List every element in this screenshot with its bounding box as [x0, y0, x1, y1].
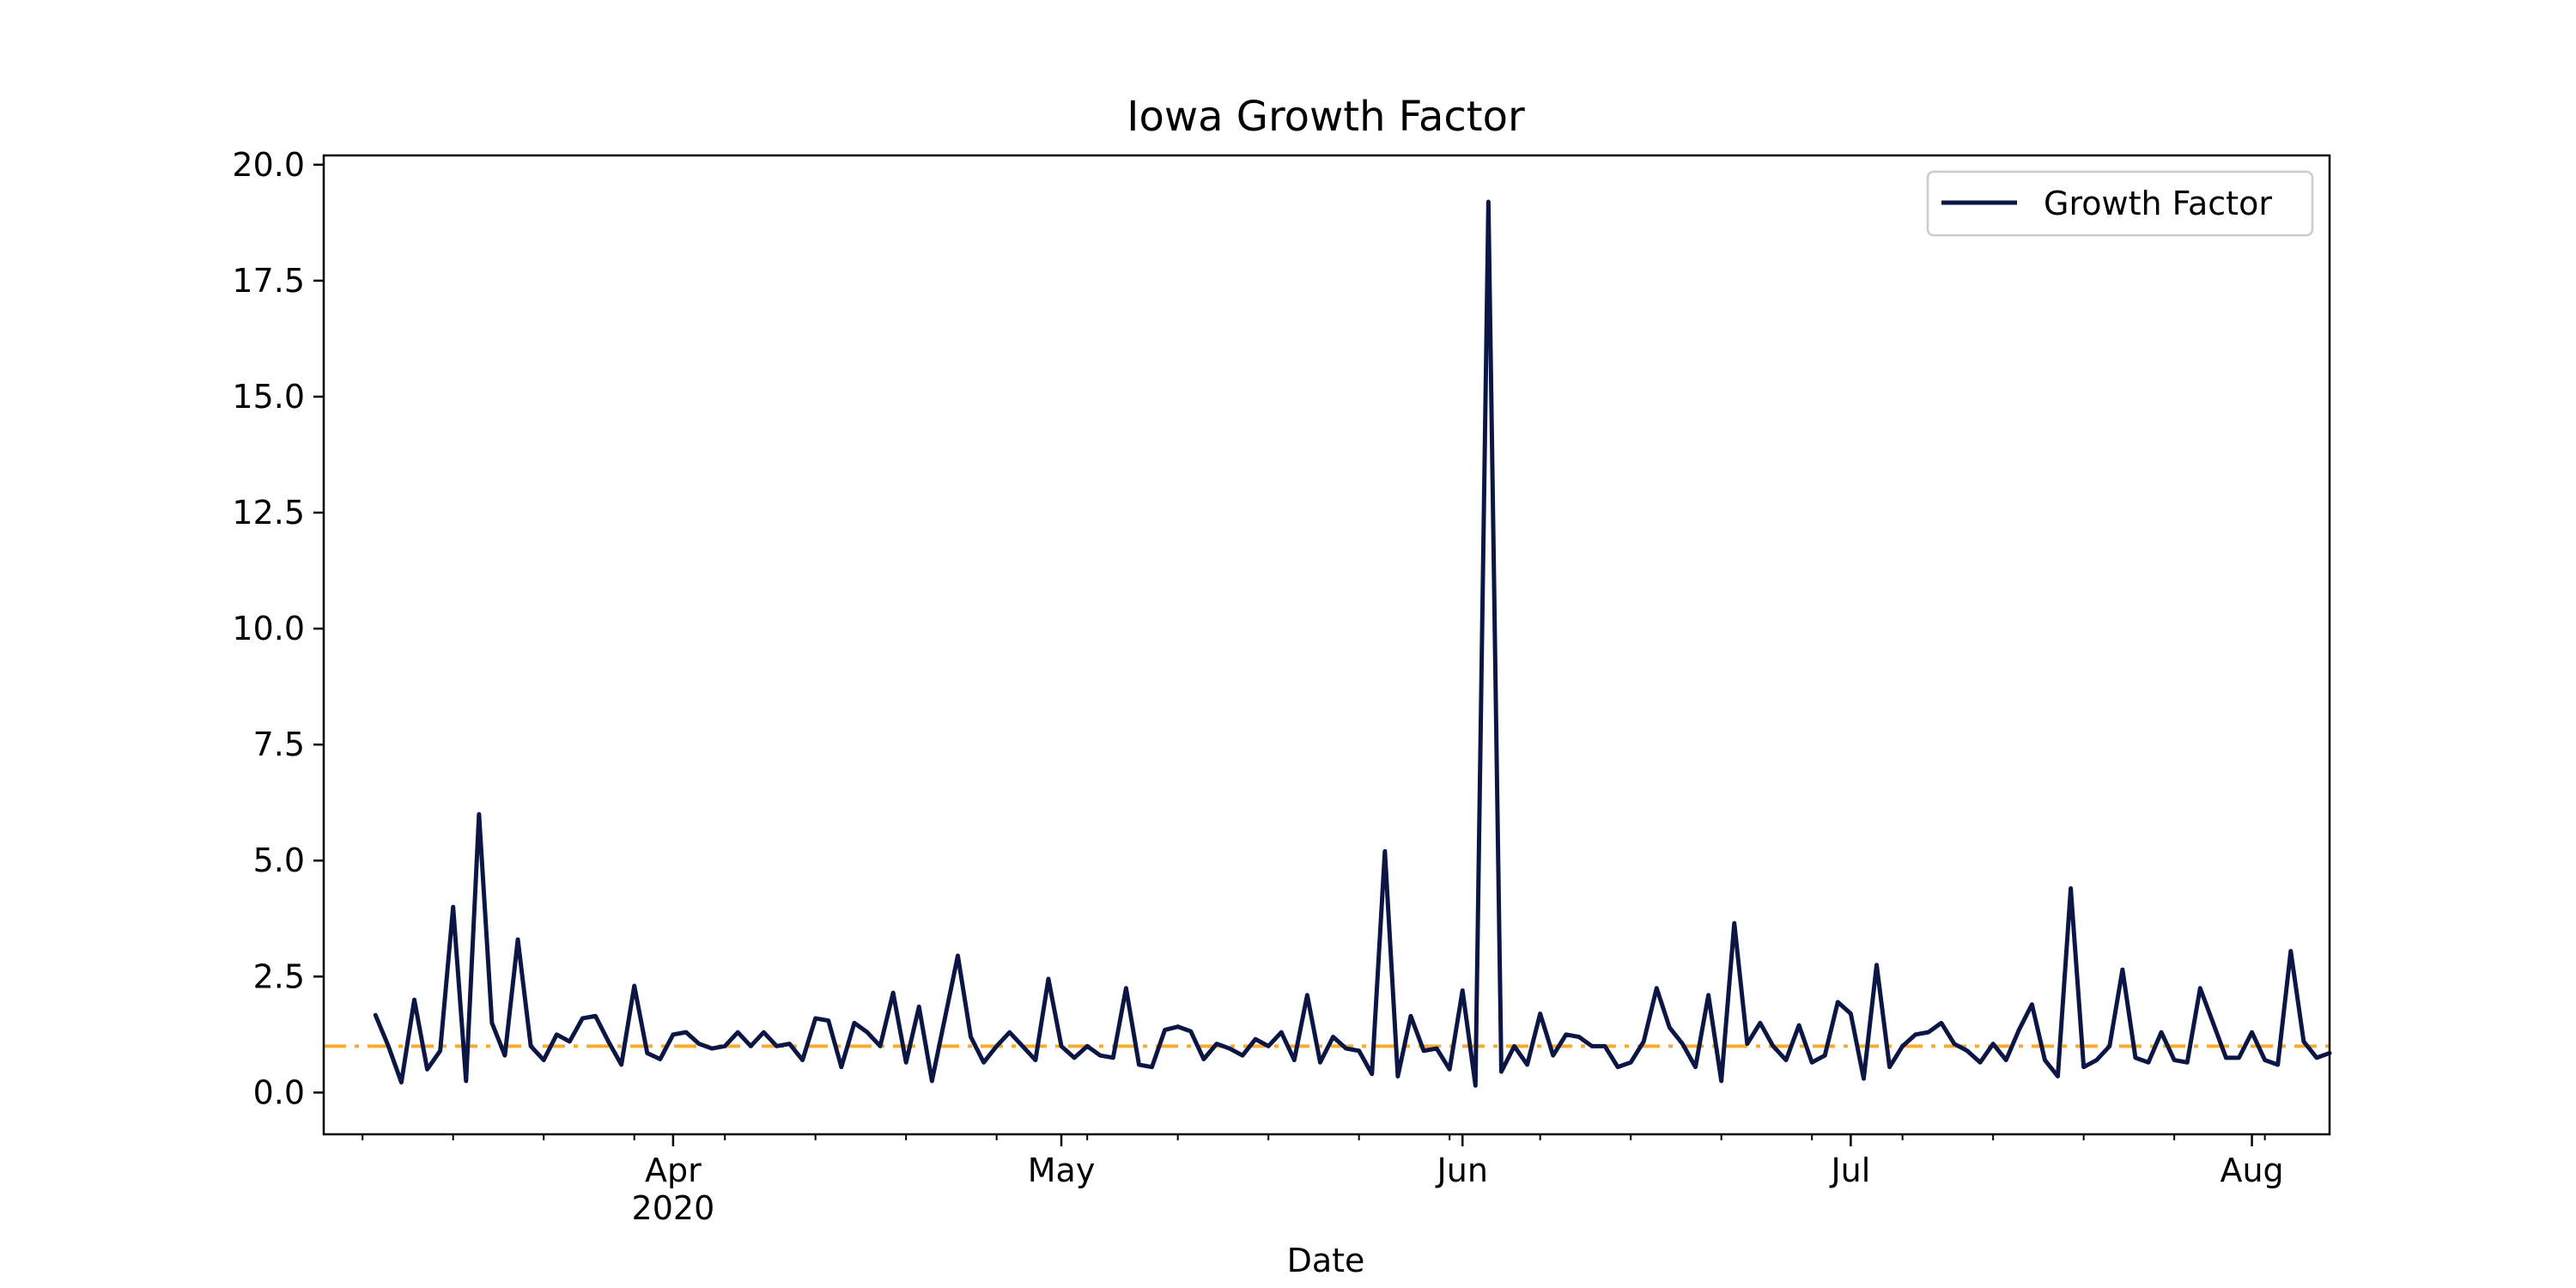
- y-axis: 0.0 2.5 5.0 7.5 10.0 12.5 15.0 17.5 20.0: [232, 146, 324, 1111]
- legend-label-growth-factor: Growth Factor: [2044, 185, 2272, 222]
- x-tick-label: May: [1028, 1151, 1096, 1189]
- plot-area: [322, 154, 2332, 1136]
- y-tick-label: 17.5: [232, 262, 305, 300]
- y-tick-label: 10.0: [232, 610, 305, 647]
- chart-title: Iowa Growth Factor: [1127, 93, 1525, 141]
- legend: Growth Factor: [1926, 170, 2314, 237]
- x-tick-label: Jul: [1829, 1151, 1870, 1189]
- y-tick-label: 15.0: [232, 378, 305, 416]
- x-tick-label: Jun: [1436, 1151, 1488, 1189]
- y-tick-label: 12.5: [232, 494, 305, 532]
- y-tick-label: 20.0: [232, 146, 305, 184]
- legend-box: [1926, 170, 2314, 237]
- x-tick-year-label: 2020: [632, 1189, 715, 1227]
- x-tick-label: Apr: [645, 1151, 702, 1189]
- y-tick-label: 7.5: [253, 726, 305, 763]
- y-tick-label: 2.5: [253, 957, 305, 995]
- series-layer: [373, 199, 2332, 1088]
- x-axis-label: Date: [1287, 1242, 1365, 1279]
- axes-frame: [322, 154, 2331, 1136]
- series-line-growth-factor: [373, 199, 2332, 1088]
- y-tick-label: 5.0: [253, 841, 305, 879]
- y-tick-label: 0.0: [253, 1073, 305, 1111]
- x-tick-label: Aug: [2220, 1151, 2283, 1189]
